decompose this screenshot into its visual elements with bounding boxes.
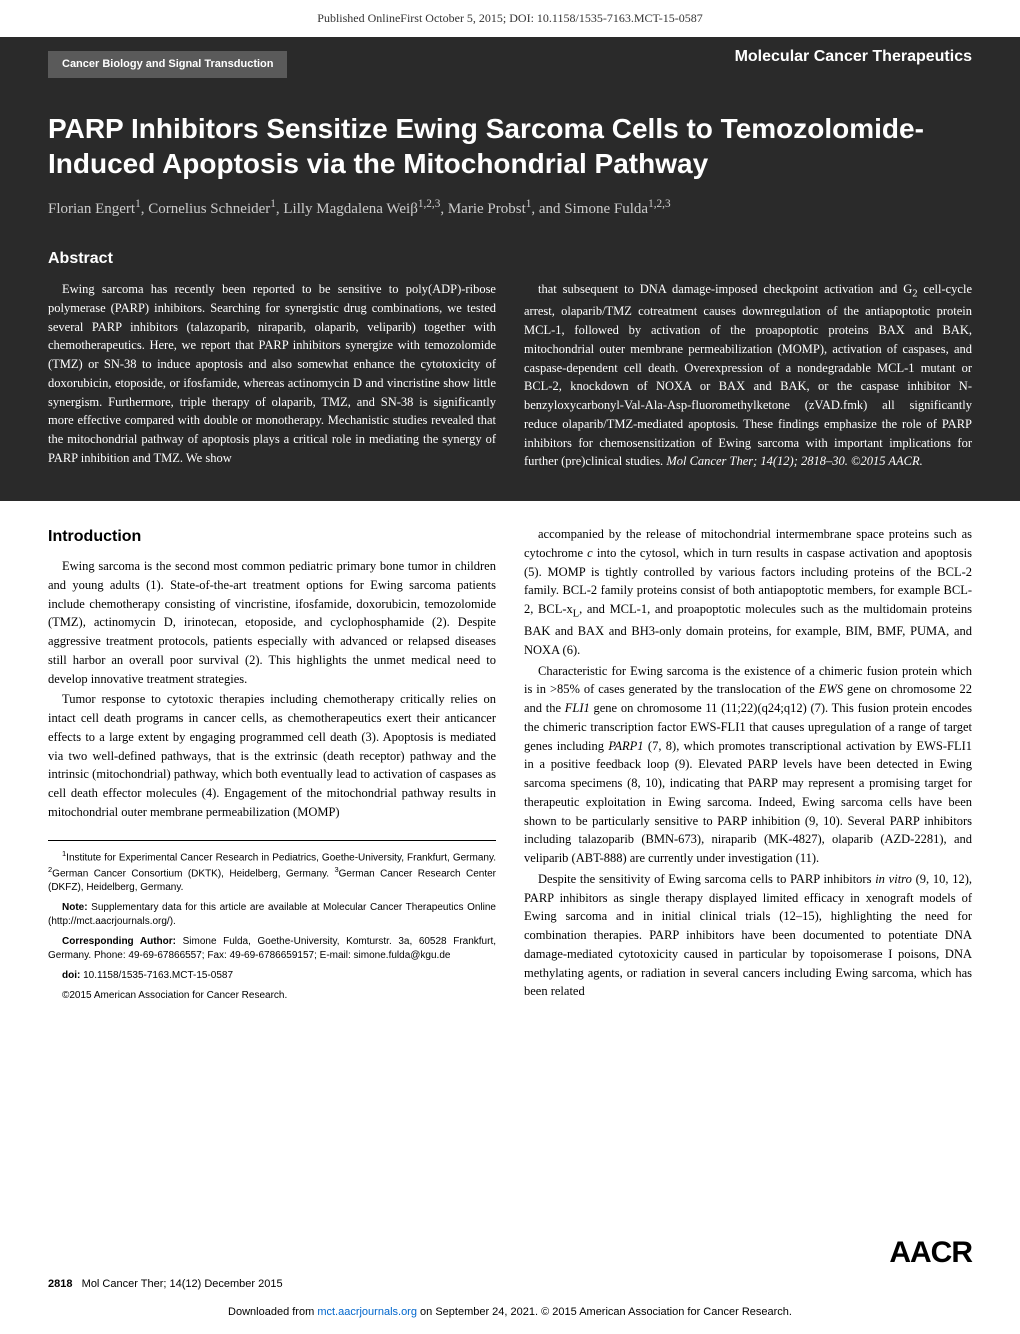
online-first-banner: Published OnlineFirst October 5, 2015; D… bbox=[0, 0, 1020, 37]
intro-para: Despite the sensitivity of Ewing sarcoma… bbox=[524, 870, 972, 1001]
abstract-heading: Abstract bbox=[48, 248, 972, 270]
aacr-logo: AACR bbox=[889, 1232, 972, 1274]
header-bar: Cancer Biology and Signal Transduction M… bbox=[0, 37, 1020, 93]
intro-para: Characteristic for Ewing sarcoma is the … bbox=[524, 662, 972, 868]
intro-para: Ewing sarcoma is the second most common … bbox=[48, 557, 496, 688]
footnotes: 1Institute for Experimental Cancer Resea… bbox=[48, 840, 496, 1004]
article-title: PARP Inhibitors Sensitize Ewing Sarcoma … bbox=[48, 111, 972, 181]
intro-col-right: accompanied by the release of mitochondr… bbox=[524, 525, 972, 1009]
body-block: Introduction Ewing sarcoma is the second… bbox=[0, 501, 1020, 1009]
download-note: Downloaded from mct.aacrjournals.org on … bbox=[0, 1305, 1020, 1320]
intro-para: accompanied by the release of mitochondr… bbox=[524, 525, 972, 660]
supplementary-note: Note: Supplementary data for this articl… bbox=[48, 901, 496, 929]
abstract-col-right: that subsequent to DNA damage-imposed ch… bbox=[524, 280, 972, 471]
article-category: Cancer Biology and Signal Transduction bbox=[48, 51, 287, 78]
issue-info: Mol Cancer Ther; 14(12) December 2015 bbox=[82, 1278, 283, 1290]
intro-heading: Introduction bbox=[48, 525, 496, 549]
corresponding-author: Corresponding Author: Simone Fulda, Goet… bbox=[48, 935, 496, 963]
page-number: 2818 bbox=[48, 1278, 72, 1290]
copyright: ©2015 American Association for Cancer Re… bbox=[48, 989, 496, 1003]
author-list: Florian Engert1, Cornelius Schneider1, L… bbox=[48, 197, 972, 220]
journal-name: Molecular Cancer Therapeutics bbox=[735, 37, 1020, 93]
intro-para: Tumor response to cytotoxic therapies in… bbox=[48, 690, 496, 821]
intro-col-left: Introduction Ewing sarcoma is the second… bbox=[48, 525, 496, 1009]
page-footer: 2818 Mol Cancer Ther; 14(12) December 20… bbox=[48, 1277, 972, 1292]
abstract-col-left: Ewing sarcoma has recently been reported… bbox=[48, 280, 496, 471]
affiliations: 1Institute for Experimental Cancer Resea… bbox=[48, 849, 496, 896]
doi: doi: 10.1158/1535-7163.MCT-15-0587 bbox=[48, 969, 496, 983]
title-abstract-block: PARP Inhibitors Sensitize Ewing Sarcoma … bbox=[0, 93, 1020, 501]
